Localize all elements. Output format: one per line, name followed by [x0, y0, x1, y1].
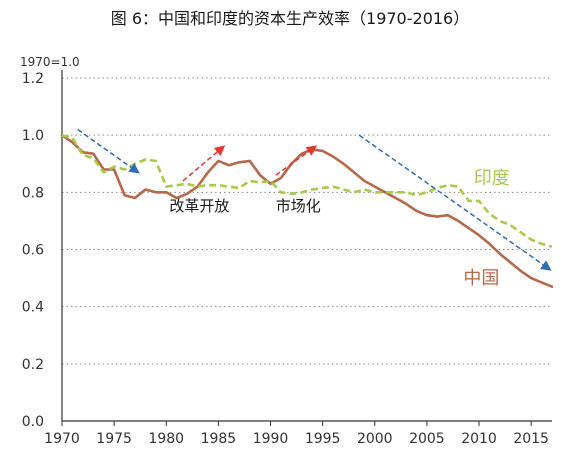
arrow-1998-2017 — [358, 134, 552, 271]
arrow-1972-1977 — [77, 128, 140, 174]
y-tick-label-0.2: 0.2 — [22, 357, 44, 373]
x-tick-label-1990: 1990 — [253, 431, 289, 447]
annotation-market: 市场化 — [276, 197, 321, 215]
arrow-1990-1994 — [275, 145, 318, 176]
x-tick-label-2010: 2010 — [461, 431, 497, 447]
trend-arrows — [77, 128, 552, 271]
y-tick-label-0.4: 0.4 — [22, 300, 44, 316]
label-india: 印度 — [474, 168, 510, 189]
axes: 0.0 0.2 0.4 0.6 0.8 1.0 1.2 1970=1.0 1970 1975 198… — [20, 55, 552, 447]
x-tick-label-2015: 2015 — [513, 431, 549, 447]
x-tick-label-1970: 1970 — [44, 431, 80, 447]
y-tick-label-0.0: 0.0 — [22, 414, 44, 430]
series-line-india — [61, 133, 553, 248]
arrow-1981-1985 — [182, 145, 226, 182]
y-tick-label-1.0: 1.0 — [22, 128, 44, 144]
y-tick-label-0.8: 0.8 — [22, 185, 44, 201]
label-china: 中国 — [463, 268, 499, 289]
annotation-reform: 改革开放 — [169, 197, 229, 215]
x-tick-label-1995: 1995 — [305, 431, 341, 447]
y-tick-label-0.6: 0.6 — [22, 243, 44, 259]
x-tick-label-1975: 1975 — [96, 431, 132, 447]
chart-title: 图 6：中国和印度的资本生产效率（1970-2016） — [110, 9, 470, 28]
x-tick-label-1980: 1980 — [148, 431, 184, 447]
x-tick-label-2005: 2005 — [409, 431, 445, 447]
x-tick-label-2000: 2000 — [357, 431, 393, 447]
x-tick-label-1985: 1985 — [201, 431, 237, 447]
grid-lines — [62, 77, 552, 365]
y-tick-label-1.2: 1.2 — [22, 71, 44, 87]
unit-label: 1970=1.0 — [20, 55, 80, 69]
